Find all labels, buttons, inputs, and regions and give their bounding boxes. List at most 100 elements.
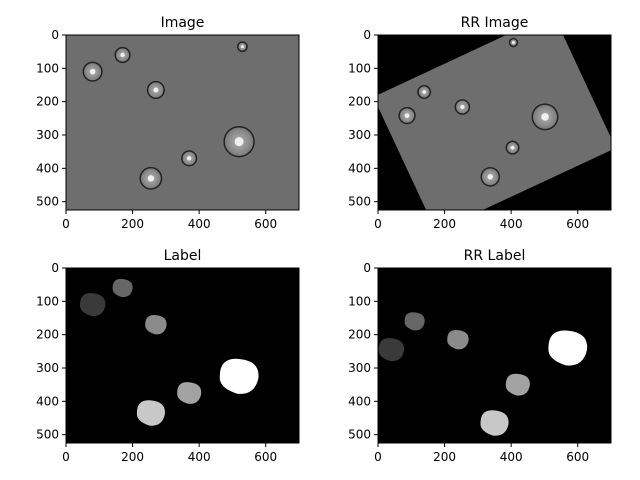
y-tick-label: 300 [36, 361, 59, 375]
x-tick-label: 200 [433, 217, 456, 231]
cell-nucleus [89, 68, 96, 75]
image-area [378, 268, 611, 443]
micrograph-field [378, 35, 611, 210]
x-tick-label: 600 [254, 450, 277, 464]
micrograph-field [66, 35, 299, 210]
label-region-4 [505, 373, 530, 396]
y-tick-label: 200 [348, 95, 371, 109]
cell-outline [454, 99, 471, 115]
cell-nucleus [460, 104, 465, 110]
x-tick-label: 400 [500, 217, 523, 231]
cell-nucleus [511, 41, 515, 45]
y-tick-label: 400 [348, 161, 371, 175]
y-tick-label: 100 [348, 61, 371, 75]
cell-nucleus [510, 145, 515, 150]
panel-2: RR Image 0 200 400 600 0 100 200 300 400 500 [348, 15, 612, 231]
cell-outline [237, 41, 248, 53]
image-area [66, 268, 299, 443]
cell-nucleus [186, 156, 192, 161]
y-tick-label: 400 [36, 161, 59, 175]
y-tick-label: 0 [363, 261, 371, 275]
cell-outline [223, 125, 255, 158]
label-region-2 [404, 312, 425, 331]
panel-title: RR Image [461, 15, 529, 31]
label-region-5 [480, 410, 509, 436]
cell-outline [480, 167, 501, 187]
y-tick-label: 300 [348, 361, 371, 375]
panel-4: RR Label 0 200 400 600 0 100 200 300 400 500 [348, 248, 612, 464]
y-tick-label: 500 [36, 195, 59, 209]
y-tick-label: 500 [348, 428, 371, 442]
axes-frame [65, 267, 300, 444]
panel-title: RR Label [464, 248, 526, 264]
y-tick-label: 400 [348, 394, 371, 408]
cell-nucleus [234, 137, 244, 147]
x-tick-label: 0 [374, 217, 382, 231]
x-tick-label: 400 [188, 450, 211, 464]
y-tick-label: 100 [36, 294, 59, 308]
cell-outline [508, 37, 519, 48]
cell-nucleus [120, 52, 125, 58]
cell-nucleus [404, 113, 410, 118]
y-tick-label: 0 [51, 261, 59, 275]
x-tick-label: 0 [374, 450, 382, 464]
x-tick-label: 400 [188, 217, 211, 231]
cell-nucleus [153, 87, 159, 93]
x-tick-label: 600 [566, 217, 589, 231]
cell-outline [114, 46, 131, 64]
cell-nucleus [240, 45, 244, 49]
axes-frame [377, 267, 612, 444]
label-region-1 [378, 338, 405, 362]
y-tick-label: 100 [348, 294, 371, 308]
label-region-6 [219, 358, 259, 394]
y-tick-label: 500 [348, 195, 371, 209]
panel-title: Image [161, 15, 205, 31]
label-region-1 [79, 293, 106, 317]
x-tick-label: 600 [254, 217, 277, 231]
label-region-2 [112, 278, 133, 298]
y-tick-label: 500 [36, 428, 59, 442]
y-tick-label: 0 [51, 28, 59, 42]
label-region-5 [136, 400, 165, 426]
micrograph-layer [66, 35, 299, 210]
panel-1: Image 0 200 400 600 0 100 200 300 400 500 [36, 15, 300, 231]
image-area [378, 35, 611, 210]
cell-outline [146, 80, 165, 100]
cell-outline [139, 166, 163, 190]
x-tick-label: 200 [121, 450, 144, 464]
x-tick-label: 200 [433, 450, 456, 464]
panel-title: Label [164, 248, 202, 264]
y-tick-label: 100 [36, 61, 59, 75]
y-tick-label: 300 [36, 128, 59, 142]
cell-outline [531, 103, 559, 131]
x-tick-label: 200 [121, 217, 144, 231]
y-tick-label: 400 [36, 394, 59, 408]
panel-3: Label 0 200 400 600 0 100 200 300 400 500 [36, 248, 300, 464]
cell-outline [398, 106, 416, 125]
x-tick-label: 400 [500, 450, 523, 464]
cell-outline [417, 85, 432, 99]
mask-background [66, 268, 299, 443]
cell-outline [505, 140, 520, 155]
axes-frame [65, 34, 300, 211]
cell-outline [181, 150, 198, 167]
y-tick-label: 200 [36, 328, 59, 342]
cell-nucleus [487, 174, 493, 180]
x-tick-label: 0 [62, 450, 70, 464]
axes-frame [377, 34, 612, 211]
image-area [66, 35, 299, 210]
y-tick-label: 0 [363, 28, 371, 42]
y-tick-label: 300 [348, 128, 371, 142]
cell-nucleus [541, 113, 549, 121]
cell-nucleus [147, 175, 155, 182]
y-tick-label: 200 [348, 328, 371, 342]
micrograph-layer [378, 35, 611, 210]
label-region-4 [177, 382, 202, 404]
y-tick-label: 200 [36, 95, 59, 109]
x-tick-label: 600 [566, 450, 589, 464]
label-region-3 [447, 329, 469, 350]
label-region-6 [548, 330, 588, 366]
cell-nucleus [422, 90, 427, 94]
cell-outline [82, 61, 103, 82]
